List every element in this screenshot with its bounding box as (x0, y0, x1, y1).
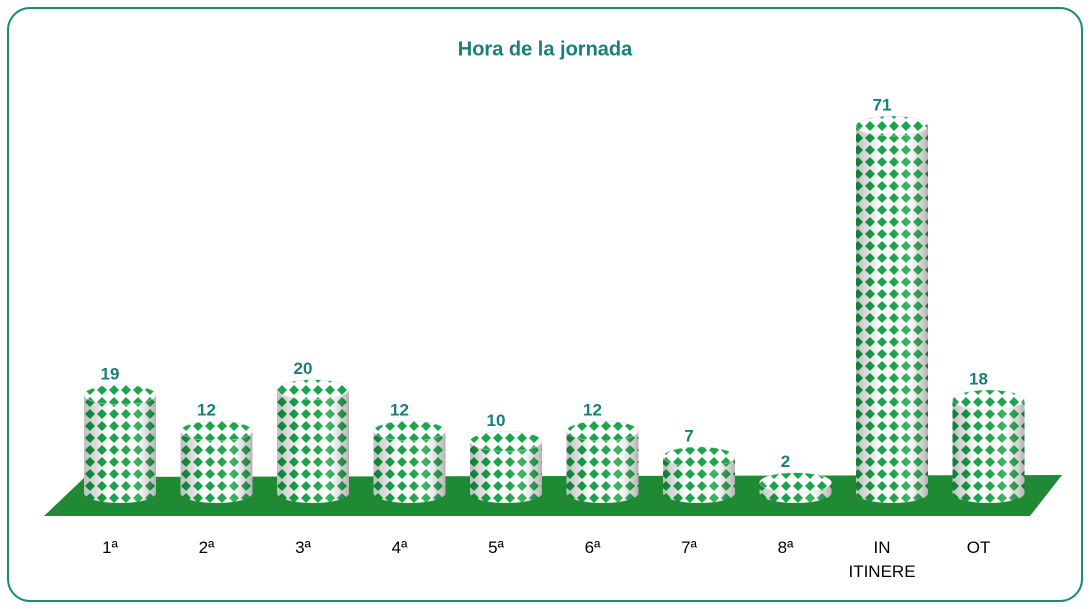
data-label: 71 (873, 95, 892, 114)
frame (7, 7, 1083, 602)
cylinder (373, 420, 446, 503)
cylinder (662, 446, 736, 503)
x-tick-label: 2ª (198, 538, 215, 557)
x-tick-label: IN ITINERE (848, 538, 916, 581)
x-tick-label: OT (966, 538, 991, 557)
cylinder (83, 384, 157, 503)
cylinder (855, 115, 929, 503)
cylinder (180, 420, 253, 503)
data-label: 20 (294, 359, 313, 378)
data-label: 12 (197, 400, 216, 419)
cylinder (952, 389, 1025, 503)
cylinder (566, 420, 639, 503)
cylinder (276, 379, 350, 503)
data-label: 12 (390, 400, 409, 419)
cylinder (759, 472, 832, 503)
x-tick-label: 1ª (102, 538, 118, 557)
chart-title: Hora de la jornada (458, 38, 633, 60)
x-tick-label: 3ª (295, 538, 311, 557)
cylinder (469, 431, 543, 503)
data-label: 12 (583, 400, 602, 419)
x-tick-label: 6ª (584, 538, 601, 557)
x-tick-label: 8ª (777, 538, 794, 557)
x-tick-label: 7ª (681, 538, 697, 557)
data-label: 2 (781, 452, 790, 471)
data-label: 18 (969, 369, 988, 388)
data-label: 10 (487, 411, 506, 430)
data-label: 7 (684, 426, 693, 445)
x-tick-label: 4ª (391, 538, 408, 557)
data-label: 19 (101, 364, 120, 383)
x-tick-label: 5ª (488, 538, 504, 557)
